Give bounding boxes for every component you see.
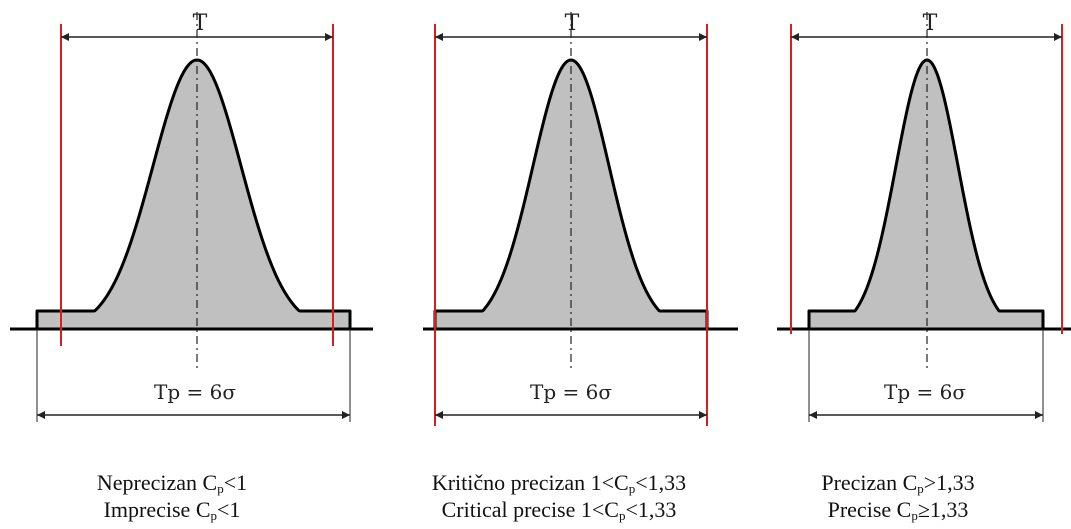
panel-2: T Tp = 6σ <box>423 11 738 426</box>
panel-1-distribution-curve <box>35 58 352 331</box>
panel-1-tp-label: Tp = 6σ <box>154 380 236 404</box>
panel-3-tp-label: Tp = 6σ <box>884 380 966 404</box>
panel-1-t-label: T <box>193 11 208 36</box>
panel-2-t-label: T <box>565 11 580 36</box>
panel-3-t-label: T <box>923 11 938 36</box>
panel-2-tp-label: Tp = 6σ <box>530 380 612 404</box>
panel-3-distribution-curve <box>807 58 1045 331</box>
panel-3: T Tp = 6σ <box>777 11 1071 422</box>
panel-1: T Tp = 6σ <box>10 11 373 422</box>
